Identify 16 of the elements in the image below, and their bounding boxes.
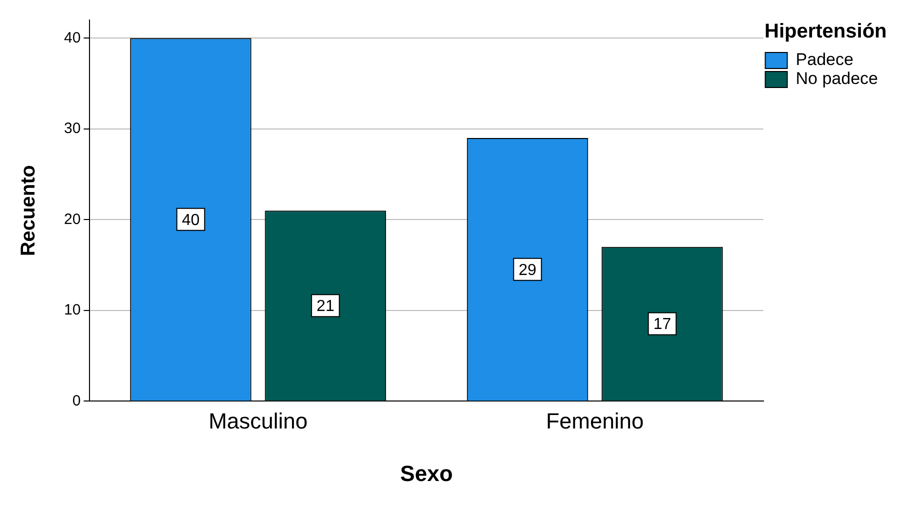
y-tick-label: 30 (64, 120, 81, 138)
legend-label: Padece (796, 50, 854, 70)
y-tick-label: 20 (64, 210, 81, 228)
legend-label: No padece (796, 69, 878, 88)
data-label: 29 (518, 262, 537, 279)
data-label: 21 (316, 298, 334, 316)
legend-title: Hipertensión (764, 20, 887, 43)
y-tick-label: 10 (64, 302, 81, 319)
y-tick-label: 40 (64, 29, 81, 46)
data-label: 17 (653, 316, 672, 334)
data-label: 40 (182, 212, 200, 229)
x-tick-label: Masculino (208, 408, 308, 434)
y-tick-label: 0 (72, 392, 81, 410)
x-tick-label: Femenino (546, 408, 644, 434)
y-axis-title: Recuento (18, 165, 40, 256)
x-axis-title: Sexo (400, 460, 453, 486)
